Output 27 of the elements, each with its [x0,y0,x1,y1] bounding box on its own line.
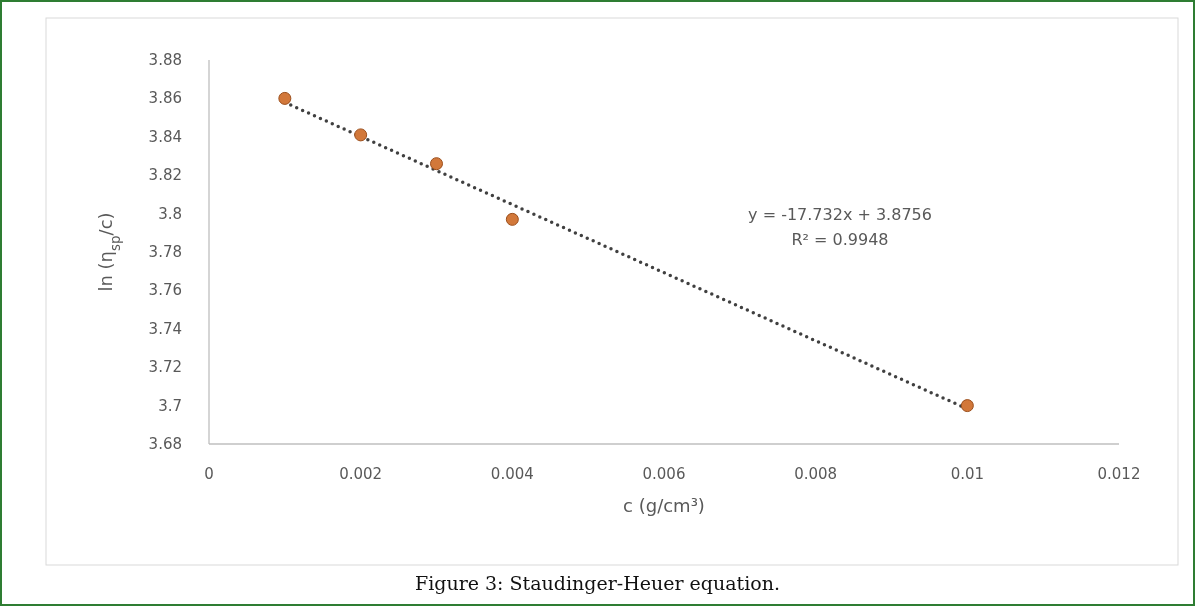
point [960,399,974,413]
point [505,212,519,226]
y-tick-label: 3.86 [148,89,182,108]
y-tick-label: 3.84 [148,127,182,146]
y-tick-label: 3.82 [148,166,182,185]
x-tick-label: 0.004 [490,465,534,483]
x-tick-label: 0.012 [1097,465,1141,483]
y-tick-label: 3.72 [148,358,182,377]
x-axis-title: c (g/cm³) [623,495,705,516]
x-tick-label: 0.008 [794,465,838,483]
point [354,128,368,142]
text: Figure 3: Staudinger-Heuer equation. [415,572,780,594]
point [278,91,292,105]
y-tick-label: 3.74 [148,319,182,338]
x-tick-label: 0.01 [950,465,985,483]
annotation: R² = 0.9948 [791,230,889,249]
point [430,157,443,171]
y-tick-label: 3.7 [158,396,182,415]
y-tick-label: 3.88 [148,51,182,69]
x-tick-label: 0.002 [339,465,383,483]
y-tick-label: 3.8 [158,204,182,223]
annotation: y = -17.732x + 3.8756 [748,205,932,224]
y-tick-label: 3.78 [148,243,182,261]
y-tick-label: 3.68 [148,435,182,453]
y-tick-label: 3.76 [148,281,182,300]
x-tick-label: 0.006 [642,465,686,483]
x-tick-label: 0 [204,465,214,483]
